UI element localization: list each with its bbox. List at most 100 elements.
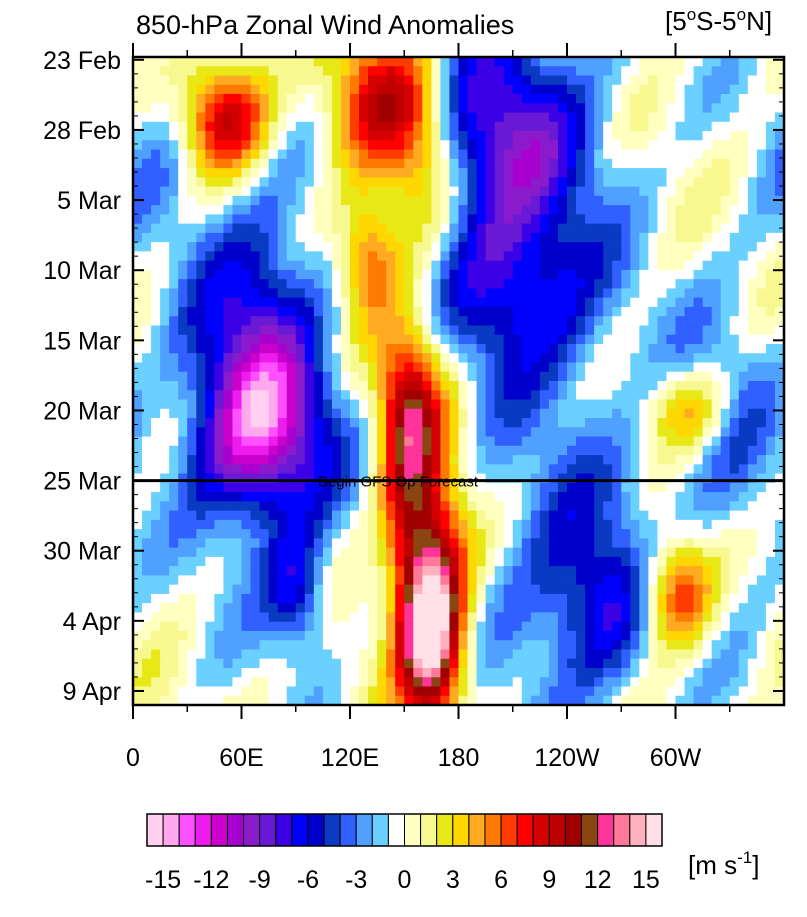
field-cell bbox=[557, 575, 568, 586]
field-cell bbox=[467, 251, 478, 262]
field-cell bbox=[331, 510, 342, 521]
field-cell bbox=[702, 306, 713, 317]
field-cell bbox=[630, 103, 640, 114]
field-cell bbox=[205, 621, 215, 632]
field-cell bbox=[250, 260, 261, 271]
field-cell bbox=[738, 621, 749, 632]
field-cell bbox=[196, 214, 206, 225]
field-cell bbox=[431, 593, 442, 604]
field-cell bbox=[214, 186, 225, 197]
field-cell bbox=[160, 66, 170, 77]
field-cell bbox=[277, 140, 288, 151]
field-cell bbox=[576, 556, 586, 567]
field-cell bbox=[304, 482, 315, 493]
field-cell bbox=[313, 482, 324, 493]
field-cell bbox=[603, 501, 613, 512]
field-cell bbox=[567, 593, 577, 604]
field-cell bbox=[295, 371, 306, 382]
field-cell bbox=[449, 621, 460, 632]
field-cell bbox=[404, 214, 414, 225]
field-cell bbox=[693, 149, 704, 160]
field-cell bbox=[196, 612, 206, 623]
field-cell bbox=[187, 593, 197, 604]
field-cell bbox=[223, 306, 234, 317]
field-cell bbox=[765, 473, 776, 484]
field-cell bbox=[431, 584, 442, 595]
field-cell bbox=[621, 353, 631, 364]
field-cell bbox=[702, 427, 713, 438]
field-cell bbox=[756, 260, 767, 271]
field-cell bbox=[684, 316, 695, 327]
field-cell bbox=[576, 519, 586, 530]
field-cell bbox=[404, 436, 414, 447]
field-cell bbox=[585, 223, 595, 234]
field-cell bbox=[512, 566, 523, 576]
field-cell bbox=[377, 186, 387, 197]
field-cell bbox=[404, 464, 414, 475]
field-cell bbox=[530, 66, 541, 77]
field-cell bbox=[521, 464, 532, 475]
field-cell bbox=[133, 593, 143, 604]
field-cell bbox=[521, 279, 532, 290]
field-cell bbox=[250, 575, 261, 586]
field-cell bbox=[133, 436, 143, 447]
field-cell bbox=[603, 473, 613, 484]
field-cell bbox=[160, 306, 170, 317]
field-cell bbox=[567, 510, 577, 521]
field-cell bbox=[431, 612, 442, 623]
field-cell bbox=[567, 103, 577, 114]
field-cell bbox=[331, 140, 342, 151]
field-cell bbox=[340, 566, 351, 576]
field-cell bbox=[304, 205, 315, 215]
field-cell bbox=[530, 418, 541, 428]
field-cell bbox=[259, 381, 270, 391]
field-cell bbox=[747, 242, 758, 252]
field-cell bbox=[395, 603, 405, 614]
field-cell bbox=[277, 501, 288, 512]
field-cell bbox=[585, 492, 595, 502]
field-cell bbox=[377, 158, 387, 169]
field-cell bbox=[331, 399, 342, 410]
field-cell bbox=[440, 390, 451, 401]
field-cell bbox=[494, 445, 505, 456]
field-cell bbox=[485, 640, 496, 651]
field-cell bbox=[729, 168, 740, 178]
field-cell bbox=[449, 630, 460, 641]
field-cell bbox=[250, 695, 261, 705]
field-cell bbox=[133, 482, 143, 493]
field-cell bbox=[567, 140, 577, 151]
field-cell bbox=[331, 149, 342, 160]
field-cell bbox=[576, 630, 586, 641]
field-cell bbox=[612, 501, 622, 512]
field-cell bbox=[503, 621, 514, 632]
field-cell bbox=[557, 436, 568, 447]
field-cell bbox=[286, 131, 297, 141]
field-cell bbox=[684, 547, 695, 558]
field-cell bbox=[530, 195, 541, 206]
field-cell bbox=[612, 436, 622, 447]
field-cell bbox=[350, 603, 360, 614]
field-cell bbox=[711, 658, 722, 669]
field-cell bbox=[612, 667, 622, 678]
field-cell bbox=[169, 205, 179, 215]
field-cell bbox=[350, 57, 360, 67]
field-cell bbox=[630, 640, 640, 651]
field-cell bbox=[322, 658, 333, 669]
field-cell bbox=[377, 408, 387, 419]
field-cell bbox=[657, 334, 668, 345]
field-cell bbox=[377, 279, 387, 290]
field-cell bbox=[151, 353, 161, 364]
field-cell bbox=[151, 177, 161, 188]
field-cell bbox=[386, 455, 396, 465]
field-cell bbox=[774, 436, 784, 447]
field-cell bbox=[576, 251, 586, 262]
field-cell bbox=[377, 399, 387, 410]
field-cell bbox=[693, 630, 704, 641]
field-cell bbox=[440, 214, 451, 225]
field-cell bbox=[232, 418, 243, 428]
field-cell bbox=[530, 436, 541, 447]
field-cell bbox=[503, 75, 514, 86]
field-cell bbox=[476, 149, 487, 160]
field-cell bbox=[196, 418, 206, 428]
field-cell bbox=[675, 214, 686, 225]
